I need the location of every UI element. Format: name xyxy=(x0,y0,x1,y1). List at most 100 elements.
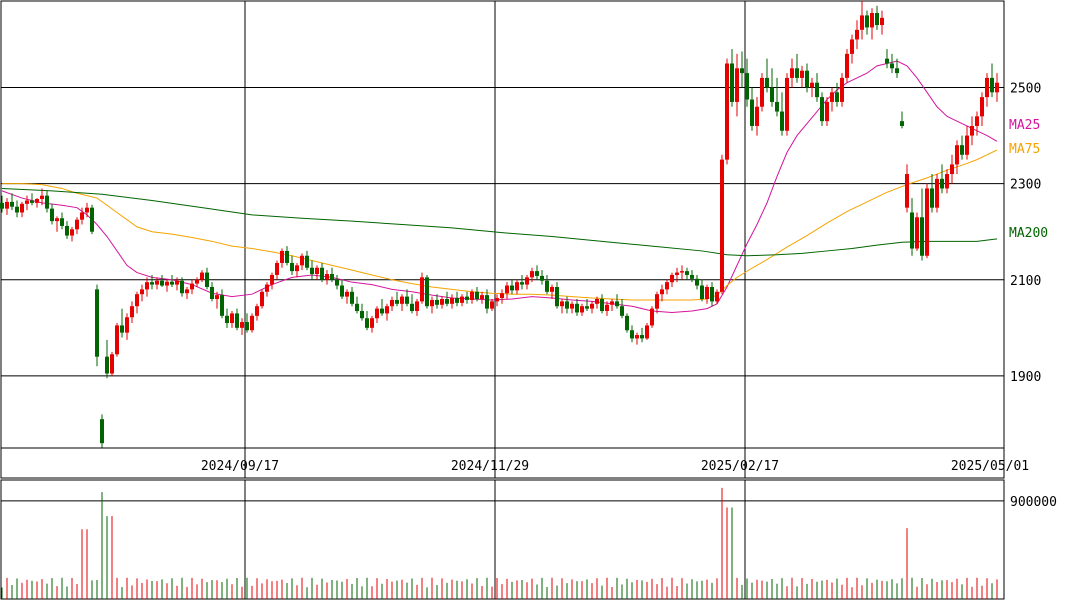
candle-body xyxy=(520,282,524,285)
candle-body xyxy=(570,303,574,309)
candle-body xyxy=(560,301,564,307)
candle-body xyxy=(115,325,119,355)
candle-body xyxy=(220,295,224,316)
candle-body xyxy=(160,280,164,286)
candle-body xyxy=(785,77,789,131)
candle-body xyxy=(205,272,209,287)
candle-body xyxy=(645,325,649,339)
candle-body xyxy=(255,306,259,316)
candle-body xyxy=(895,68,899,74)
candle-body xyxy=(935,178,939,208)
candle-body xyxy=(565,301,569,309)
candle-body xyxy=(70,229,74,236)
volume-bars xyxy=(1,487,998,599)
candle-body xyxy=(635,335,639,339)
candle-body xyxy=(680,271,684,273)
candle-body xyxy=(195,279,199,284)
candle-body xyxy=(810,82,814,88)
candle-body xyxy=(305,255,309,268)
candle-body xyxy=(130,306,134,318)
candle-body xyxy=(65,225,69,236)
candle-body xyxy=(470,291,474,300)
x-tick-label: 2024/11/29 xyxy=(451,459,529,474)
candle-body xyxy=(690,274,694,279)
x-tick-label: 2025/05/01 xyxy=(951,459,1029,474)
candle-body xyxy=(30,200,34,203)
candle-body xyxy=(5,201,9,209)
candle-body xyxy=(150,282,154,285)
candle-body xyxy=(155,280,159,285)
candle-body xyxy=(925,188,929,256)
candle-body xyxy=(990,77,994,93)
candle-body xyxy=(535,271,539,276)
candle-body xyxy=(50,208,54,222)
candle-body xyxy=(735,68,739,102)
candle-body xyxy=(230,313,234,324)
candle-body xyxy=(20,203,24,213)
y-tick-label: 2500 xyxy=(1010,82,1041,97)
candle-body xyxy=(15,206,19,213)
candle-body xyxy=(320,267,324,280)
candle-body xyxy=(720,159,724,292)
candle-body xyxy=(185,289,189,294)
candle-body xyxy=(955,145,959,165)
candle-body xyxy=(345,291,349,297)
candle-body xyxy=(215,295,219,299)
candle-body xyxy=(490,301,494,309)
candle-body xyxy=(710,286,714,302)
candle-body xyxy=(595,299,599,304)
candle-body xyxy=(860,15,864,30)
candle-body xyxy=(325,274,329,280)
candle-body xyxy=(505,285,509,294)
candle-body xyxy=(60,218,64,226)
candle-body xyxy=(655,294,659,309)
candle-body xyxy=(705,286,709,299)
volume-tick-labels: 900000 xyxy=(1010,495,1057,510)
candles xyxy=(0,1,999,448)
candle-body xyxy=(715,291,719,302)
candle-body xyxy=(980,97,984,117)
candle-body xyxy=(90,207,94,232)
candle-body xyxy=(420,277,424,302)
candle-body xyxy=(45,195,49,209)
ma-legend: MA25 MA75 MA200 xyxy=(1009,118,1048,241)
candle-body xyxy=(670,274,674,283)
candle-body xyxy=(965,135,969,155)
candle-body xyxy=(910,212,914,249)
candle-body xyxy=(550,286,554,292)
candle-body xyxy=(820,97,824,122)
candle-body xyxy=(870,13,874,28)
price-grid xyxy=(1,1,1004,448)
candle-body xyxy=(240,322,244,328)
y-tick-label: 1900 xyxy=(1010,370,1041,385)
candle-body xyxy=(615,301,619,307)
candle-body xyxy=(365,318,369,328)
candle-body xyxy=(665,282,669,290)
candle-body xyxy=(825,101,829,122)
ma-line-ma200 xyxy=(1,187,998,257)
candle-body xyxy=(370,318,374,328)
candle-body xyxy=(460,296,464,303)
candle-body xyxy=(200,272,204,280)
candle-body xyxy=(555,286,559,307)
candle-body xyxy=(435,299,439,305)
candle-body xyxy=(940,178,944,189)
candle-body xyxy=(885,58,889,64)
candle-body xyxy=(915,217,919,249)
candle-body xyxy=(40,195,44,200)
candle-body xyxy=(455,298,459,303)
candle-body xyxy=(25,200,29,204)
candle-body xyxy=(685,271,689,275)
candle-body xyxy=(485,295,489,309)
candle-body xyxy=(510,285,514,291)
candle-body xyxy=(190,283,194,290)
candle-body xyxy=(905,174,909,208)
candle-body xyxy=(425,277,429,307)
candle-body xyxy=(260,291,264,307)
candle-body xyxy=(620,306,624,316)
candle-body xyxy=(780,111,784,131)
candle-body xyxy=(275,262,279,275)
candle-body xyxy=(640,335,644,339)
